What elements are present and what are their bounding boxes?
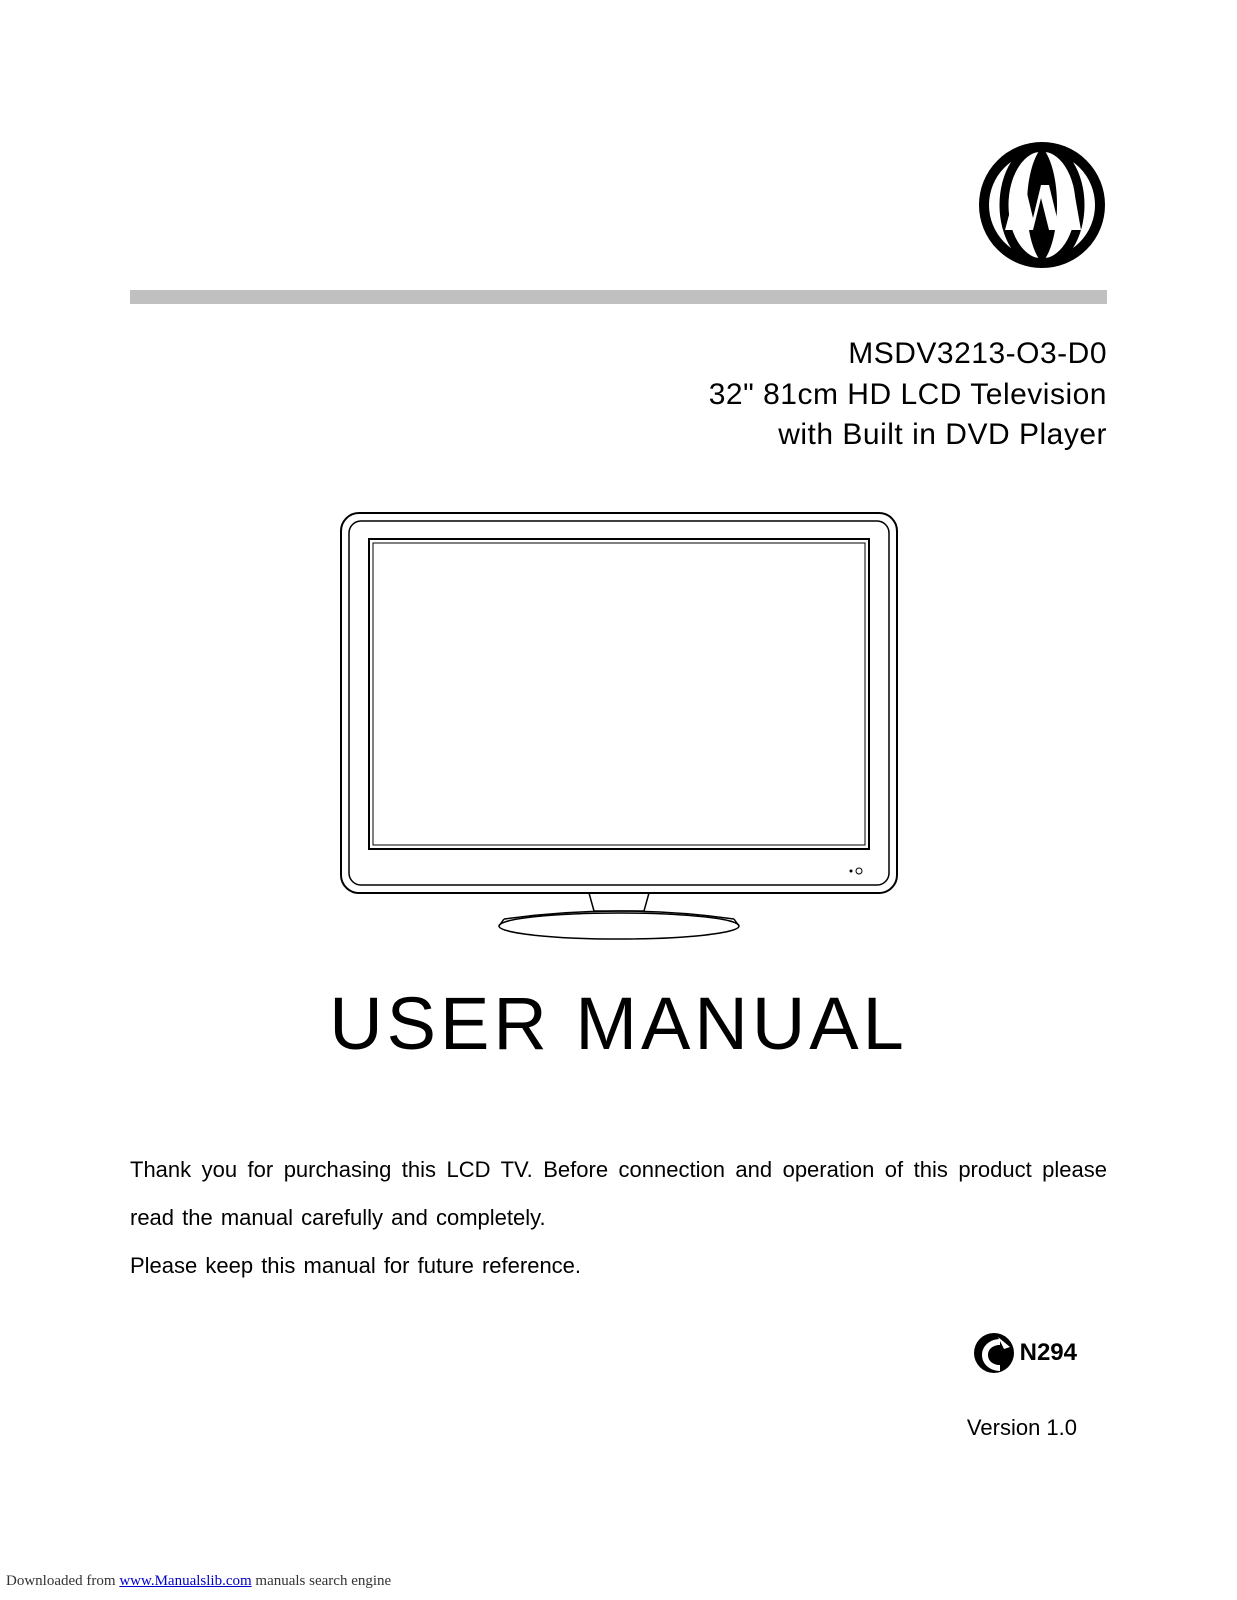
product-info: MSDV3213-O3-D0 32" 81cm HD LCD Televisio… [130, 334, 1107, 456]
footer-link[interactable]: www.Manualslib.com [119, 1573, 251, 1589]
document-title: USER MANUAL [130, 981, 1107, 1066]
brand-logo [977, 140, 1107, 270]
product-desc-2: with Built in DVD Player [130, 415, 1107, 456]
footer-prefix: Downloaded from [6, 1573, 119, 1589]
intro-line-2: Please keep this manual for future refer… [130, 1253, 581, 1278]
tv-illustration [339, 511, 899, 941]
intro-line-1: Thank you for purchasing this LCD TV. Be… [130, 1157, 1107, 1230]
intro-paragraph: Thank you for purchasing this LCD TV. Be… [130, 1146, 1107, 1291]
header-divider [130, 290, 1107, 304]
certification-mark: N294 [130, 1331, 1077, 1380]
c-tick-icon [972, 1331, 1016, 1375]
download-footer: Downloaded from www.Manualslib.com manua… [6, 1573, 391, 1590]
footer-suffix: manuals search engine [252, 1573, 392, 1589]
version-text: Version 1.0 [130, 1415, 1077, 1441]
cert-code: N294 [1020, 1339, 1077, 1367]
product-desc-1: 32" 81cm HD LCD Television [130, 375, 1107, 416]
product-model: MSDV3213-O3-D0 [130, 334, 1107, 375]
